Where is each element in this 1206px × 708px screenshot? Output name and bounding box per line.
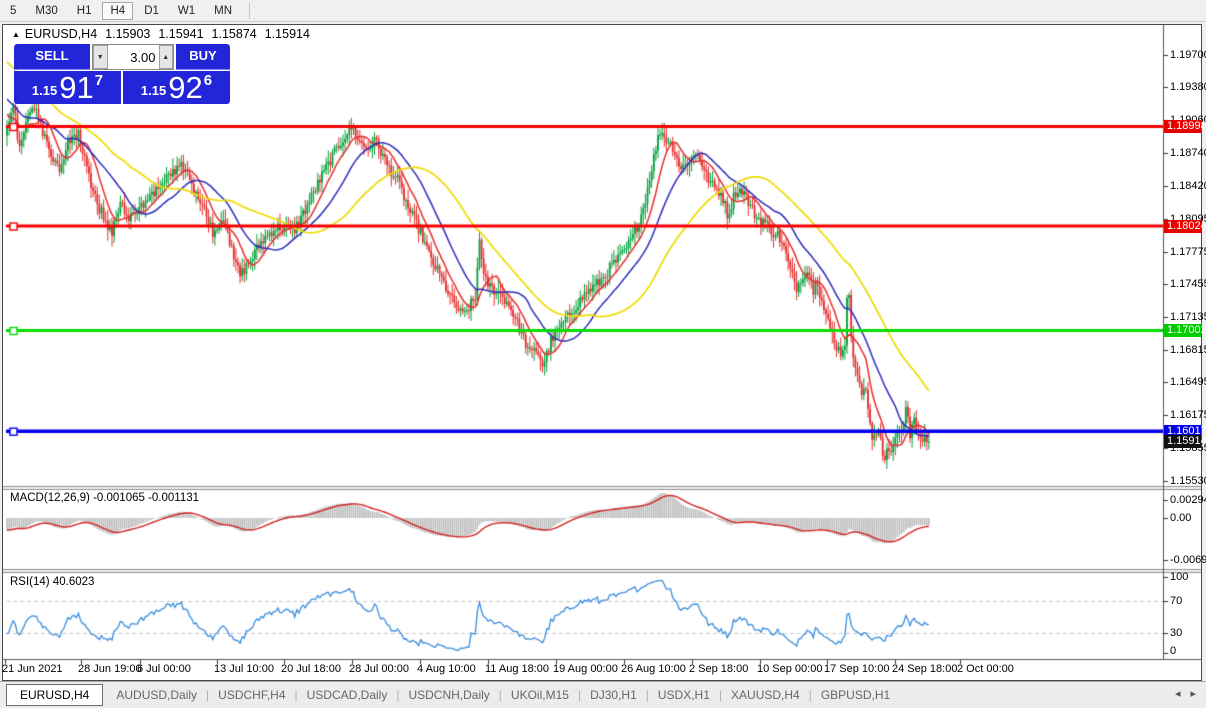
time-axis-label: 2 Oct 00:00 [957,663,1014,675]
macd-tick-label: 0.00 [1170,512,1192,524]
time-axis-label: 20 Jul 18:00 [281,663,341,675]
timeframe-button-h1[interactable]: H1 [76,4,92,17]
one-click-trading-panel: SELL ▼ ▲ BUY 1.15 91 7 1.15 92 6 [14,44,230,104]
timeframe-button-d1[interactable]: D1 [144,4,159,17]
tab-separator: | [498,688,502,702]
ohlc-high: 1.15941 [158,27,204,41]
time-axis-label: 6 Jul 00:00 [137,663,191,675]
tab-separator: | [645,688,649,702]
timeframe-bar: 5 M30 H1 H4 D1 W1 MN [2,1,243,20]
tab-separator: | [396,688,400,702]
ohlc-low: 1.15874 [211,27,257,41]
buy-price-pips: 92 [168,70,203,104]
time-axis-label: 19 Aug 00:00 [553,663,618,675]
chart-tab-usdcad[interactable]: USDCAD,Daily [306,688,388,702]
time-axis-label: 13 Jul 10:00 [214,663,274,675]
rsi-tick-label: 30 [1170,627,1183,640]
tab-separator: | [577,688,582,702]
sell-price[interactable]: 1.15 91 7 [14,71,121,104]
symbol-period: EURUSD,H4 [24,27,98,41]
time-axis-label: 10 Sep 00:00 [757,663,823,675]
timeframe-button-m30[interactable]: M30 [35,4,58,17]
time-axis-label: 17 Sep 10:00 [824,663,890,675]
chart-tab-ukoil[interactable]: UKOil,M15 [510,688,569,702]
time-axis-label: 24 Sep 18:00 [892,663,958,675]
price-tick-label: 1.19380 [1170,81,1206,94]
chart-tab-audusd[interactable]: AUDUSD,Daily [116,688,198,702]
chart-tab-gbpusd[interactable]: GBPUSD,H1 [820,688,891,702]
chart-tab-xauusd[interactable]: XAUUSD,H4 [731,688,800,702]
sell-price-base: 1.15 [31,83,58,98]
chart-tab-eurusd[interactable]: EURUSD,H4 [6,684,104,706]
chart-canvas[interactable] [3,25,1201,680]
tab-separator: | [808,688,812,702]
tab-separator: | [206,688,210,702]
time-axis-label: 4 Aug 10:00 [417,663,476,675]
timeframe-button-h4[interactable]: H4 [102,1,134,20]
timeframe-button-5[interactable]: 5 [10,4,17,17]
timeframe-button-w1[interactable]: W1 [177,4,196,17]
tab-scroll-left-icon[interactable]: ◂ [1174,688,1181,700]
rsi-tick-label: 70 [1170,595,1183,607]
sell-price-pips: 91 [59,70,94,104]
rsi-tick-label: 100 [1170,571,1189,583]
hline-price-label: 1.18998 [1164,120,1206,133]
time-axis-label: 28 Jun 19:00 [78,663,142,675]
chart-tab-bar: EURUSD,H4 AUDUSD,Daily | USDCHF,H4 | USDCAD,D… [0,681,1206,708]
chart-tab-dj30[interactable]: DJ30,H1 [590,688,637,702]
time-axis-label: 11 Aug 18:00 [485,663,550,675]
volume-increase-button[interactable]: ▲ [158,45,173,69]
time-axis-label: 21 Jun 2021 [2,663,63,675]
hline-price-label: 1.17002 [1164,324,1206,338]
volume-stepper: ▼ ▲ [92,44,174,70]
price-tick-label: 1.17775 [1170,245,1206,258]
chart-tab-usdcnh[interactable]: USDCNH,Daily [408,688,490,702]
price-tick-label: 1.17135 [1170,310,1206,323]
price-tick-label: 1.18420 [1170,179,1206,192]
time-axis-label: 26 Aug 10:00 [621,663,686,675]
macd-label: MACD(12,26,9) -0.001065 -0.001131 [10,492,200,504]
buy-button[interactable]: BUY [176,44,230,70]
price-tick-label: 1.17455 [1170,278,1206,291]
hline-price-label: 1.16017 [1164,424,1206,438]
macd-tick-label: 0.00294 [1170,494,1206,507]
sell-price-point: 7 [94,72,104,89]
collapse-triangle-icon[interactable]: ▲ [12,29,20,39]
price-tick-label: 1.16175 [1170,409,1206,422]
hline-price-label: 1.18024 [1164,219,1206,233]
price-tick-label: 1.18740 [1170,146,1206,159]
current-price-label: 1.15914 [1164,435,1206,449]
volume-input[interactable] [107,45,159,69]
tab-scroll-right-icon[interactable]: ▸ [1190,688,1196,700]
price-tick-label: 1.16815 [1170,343,1206,356]
tab-separator: | [294,688,298,702]
tab-scroll-arrows: ◂ ▸ [1175,687,1196,700]
buy-price-point: 6 [203,72,213,89]
price-tick-label: 1.19700 [1170,48,1206,61]
buy-price[interactable]: 1.15 92 6 [123,71,230,104]
timeframe-button-mn[interactable]: MN [214,4,233,17]
macd-tick-label: -0.00699 [1170,554,1206,566]
chart-title: ▲ EURUSD,H4 1.15903 1.15941 1.15874 1.15… [12,27,318,41]
chart-tab-usdchf[interactable]: USDCHF,H4 [218,688,286,702]
toolbar-separator [249,2,251,19]
rsi-label: RSI(14) 40.6023 [10,576,95,588]
buy-price-base: 1.15 [140,83,167,98]
price-tick-label: 1.15530 [1170,474,1206,487]
time-axis-label: 28 Jul 00:00 [349,663,409,675]
timeframe-toolbar: 5 M30 H1 H4 D1 W1 MN [0,0,1206,22]
ohlc-open: 1.15903 [105,27,151,41]
price-tick-label: 1.16495 [1170,376,1206,389]
tab-separator: | [718,688,723,702]
volume-decrease-button[interactable]: ▼ [93,45,108,69]
time-axis-label: 2 Sep 18:00 [689,663,749,675]
ohlc-close: 1.15914 [264,27,310,41]
sell-button[interactable]: SELL [14,44,90,70]
chart-tab-usdx[interactable]: USDX,H1 [657,688,710,702]
rsi-tick-label: 0 [1170,645,1177,657]
